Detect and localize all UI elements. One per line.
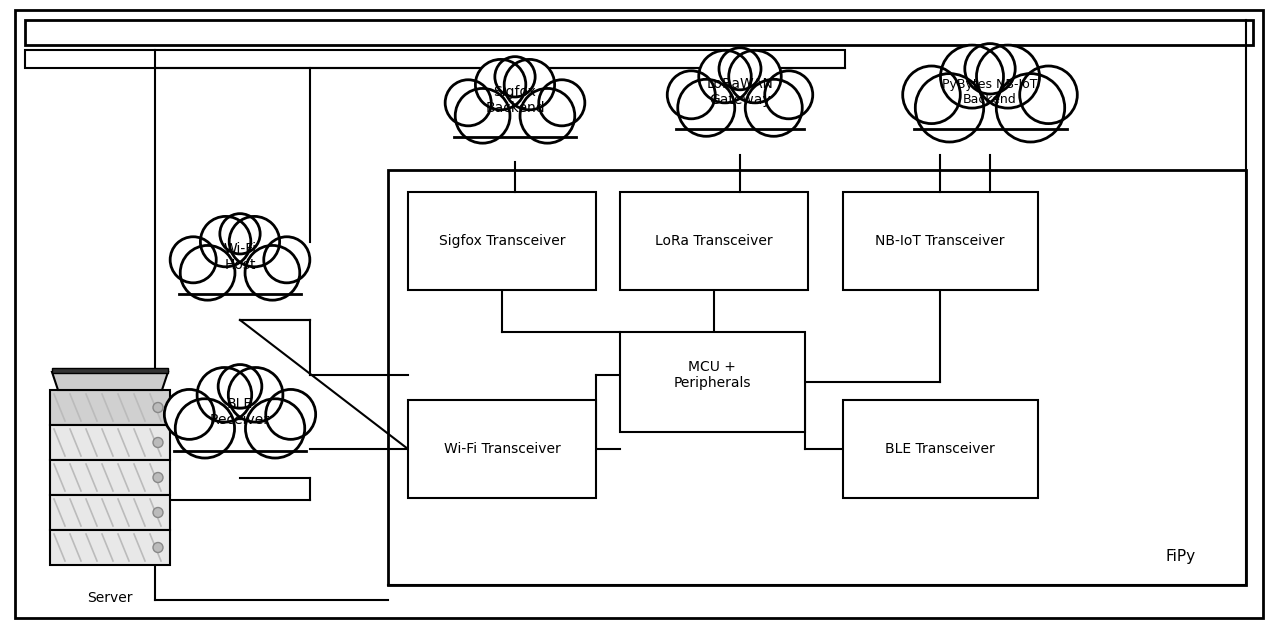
Bar: [50, 495, 170, 530]
Circle shape: [197, 368, 252, 422]
Circle shape: [667, 71, 716, 119]
Circle shape: [504, 59, 554, 110]
Bar: [468, 82, 562, 134]
Text: Sigfox Transceiver: Sigfox Transceiver: [439, 234, 566, 248]
Circle shape: [228, 368, 283, 422]
Bar: [932, 74, 1048, 126]
Circle shape: [941, 45, 1004, 108]
Circle shape: [229, 216, 279, 266]
Circle shape: [456, 88, 509, 143]
Bar: [52, 368, 168, 373]
Circle shape: [175, 399, 234, 458]
Circle shape: [154, 543, 163, 553]
Circle shape: [220, 214, 260, 254]
Circle shape: [915, 74, 984, 142]
Bar: [408, 192, 596, 290]
Bar: [620, 192, 808, 290]
Circle shape: [154, 473, 163, 483]
Circle shape: [180, 245, 236, 300]
Text: LoRa Transceiver: LoRa Transceiver: [655, 234, 773, 248]
Bar: [844, 400, 1038, 498]
Circle shape: [977, 45, 1039, 108]
Text: PyBytes NB-IoT
Backend: PyBytes NB-IoT Backend: [942, 78, 1038, 106]
Circle shape: [154, 403, 163, 413]
Circle shape: [719, 48, 762, 90]
Circle shape: [154, 508, 163, 518]
Bar: [691, 74, 788, 126]
Text: BLE
Receiver: BLE Receiver: [210, 397, 270, 427]
Bar: [620, 332, 805, 432]
Circle shape: [495, 57, 535, 97]
Circle shape: [218, 364, 262, 408]
Circle shape: [475, 59, 526, 110]
Circle shape: [539, 80, 585, 126]
Circle shape: [699, 50, 751, 103]
Bar: [26, 50, 845, 68]
Circle shape: [246, 399, 305, 458]
Polygon shape: [52, 372, 168, 390]
Circle shape: [164, 389, 214, 439]
Bar: [50, 530, 170, 565]
Bar: [388, 170, 1245, 585]
Circle shape: [764, 71, 813, 119]
Bar: [50, 460, 170, 495]
Circle shape: [445, 80, 492, 126]
Text: Sigfox
Backend: Sigfox Backend: [485, 85, 545, 115]
Text: Server: Server: [87, 591, 133, 605]
Circle shape: [996, 74, 1065, 142]
Circle shape: [745, 80, 803, 136]
Circle shape: [266, 389, 316, 439]
Bar: [193, 239, 287, 291]
Circle shape: [902, 66, 960, 123]
Circle shape: [154, 438, 163, 448]
Circle shape: [264, 237, 310, 283]
Bar: [50, 390, 170, 425]
Circle shape: [677, 80, 735, 136]
Circle shape: [520, 88, 575, 143]
Circle shape: [201, 216, 251, 266]
Bar: [50, 425, 170, 460]
Text: BLE Transceiver: BLE Transceiver: [886, 442, 995, 456]
Circle shape: [244, 245, 300, 300]
Text: MCU +
Peripherals: MCU + Peripherals: [673, 360, 751, 390]
Circle shape: [1020, 66, 1078, 123]
Circle shape: [170, 237, 216, 283]
Bar: [26, 20, 1253, 45]
Bar: [189, 392, 291, 448]
Bar: [844, 192, 1038, 290]
Circle shape: [728, 50, 781, 103]
Text: NB-IoT Transceiver: NB-IoT Transceiver: [876, 234, 1005, 248]
Circle shape: [965, 44, 1015, 94]
Bar: [408, 400, 596, 498]
Text: Wi-Fi
Host: Wi-Fi Host: [224, 242, 256, 272]
Text: FiPy: FiPy: [1166, 550, 1196, 565]
Text: LoRaWAN
Gateway: LoRaWAN Gateway: [707, 77, 773, 107]
Text: Wi-Fi Transceiver: Wi-Fi Transceiver: [444, 442, 561, 456]
